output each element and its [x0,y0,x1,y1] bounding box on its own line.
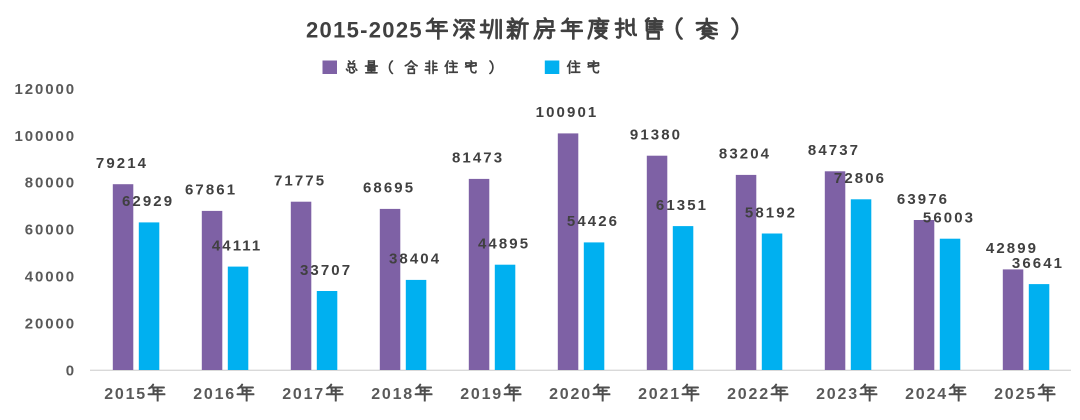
svg-text:2024: 2024 [905,386,948,403]
svg-text:81473: 81473 [452,150,504,167]
svg-text:2019: 2019 [460,386,503,403]
svg-text:38404: 38404 [389,251,441,268]
svg-text:91380: 91380 [630,127,682,144]
svg-text:2022: 2022 [727,386,770,403]
svg-text:2021: 2021 [638,386,681,403]
svg-text:72806: 72806 [834,170,886,187]
svg-text:2018: 2018 [371,386,414,403]
svg-text:36641: 36641 [1012,255,1064,272]
svg-text:2015: 2015 [104,386,147,403]
svg-text:2017: 2017 [282,386,325,403]
svg-text:2023: 2023 [816,386,859,403]
svg-text:80000: 80000 [25,175,76,192]
svg-text:0: 0 [66,362,76,379]
svg-text:100901: 100901 [536,104,599,121]
svg-text:84737: 84737 [808,142,860,159]
svg-text:83204: 83204 [719,146,771,163]
svg-text:44895: 44895 [478,236,530,253]
svg-text:67861: 67861 [185,182,237,199]
svg-text:2015-2025: 2015-2025 [306,18,423,43]
svg-text:56003: 56003 [923,210,975,227]
svg-text:40000: 40000 [25,269,76,286]
svg-text:68695: 68695 [363,180,415,197]
svg-text:33707: 33707 [300,262,352,279]
svg-text:60000: 60000 [25,222,76,239]
svg-text:20000: 20000 [25,315,76,332]
svg-text:100000: 100000 [15,128,76,145]
svg-text:2016: 2016 [193,386,236,403]
svg-text:54426: 54426 [567,213,619,230]
svg-text:71775: 71775 [274,173,326,190]
svg-text:62929: 62929 [122,193,174,210]
svg-text:42899: 42899 [986,240,1038,257]
svg-text:63976: 63976 [897,191,949,208]
svg-text:79214: 79214 [96,155,148,172]
svg-text:2025: 2025 [994,386,1037,403]
svg-text:61351: 61351 [656,197,708,214]
svg-text:58192: 58192 [745,204,797,221]
svg-text:120000: 120000 [15,81,76,98]
svg-text:2020: 2020 [549,386,592,403]
svg-text:44111: 44111 [212,237,263,254]
